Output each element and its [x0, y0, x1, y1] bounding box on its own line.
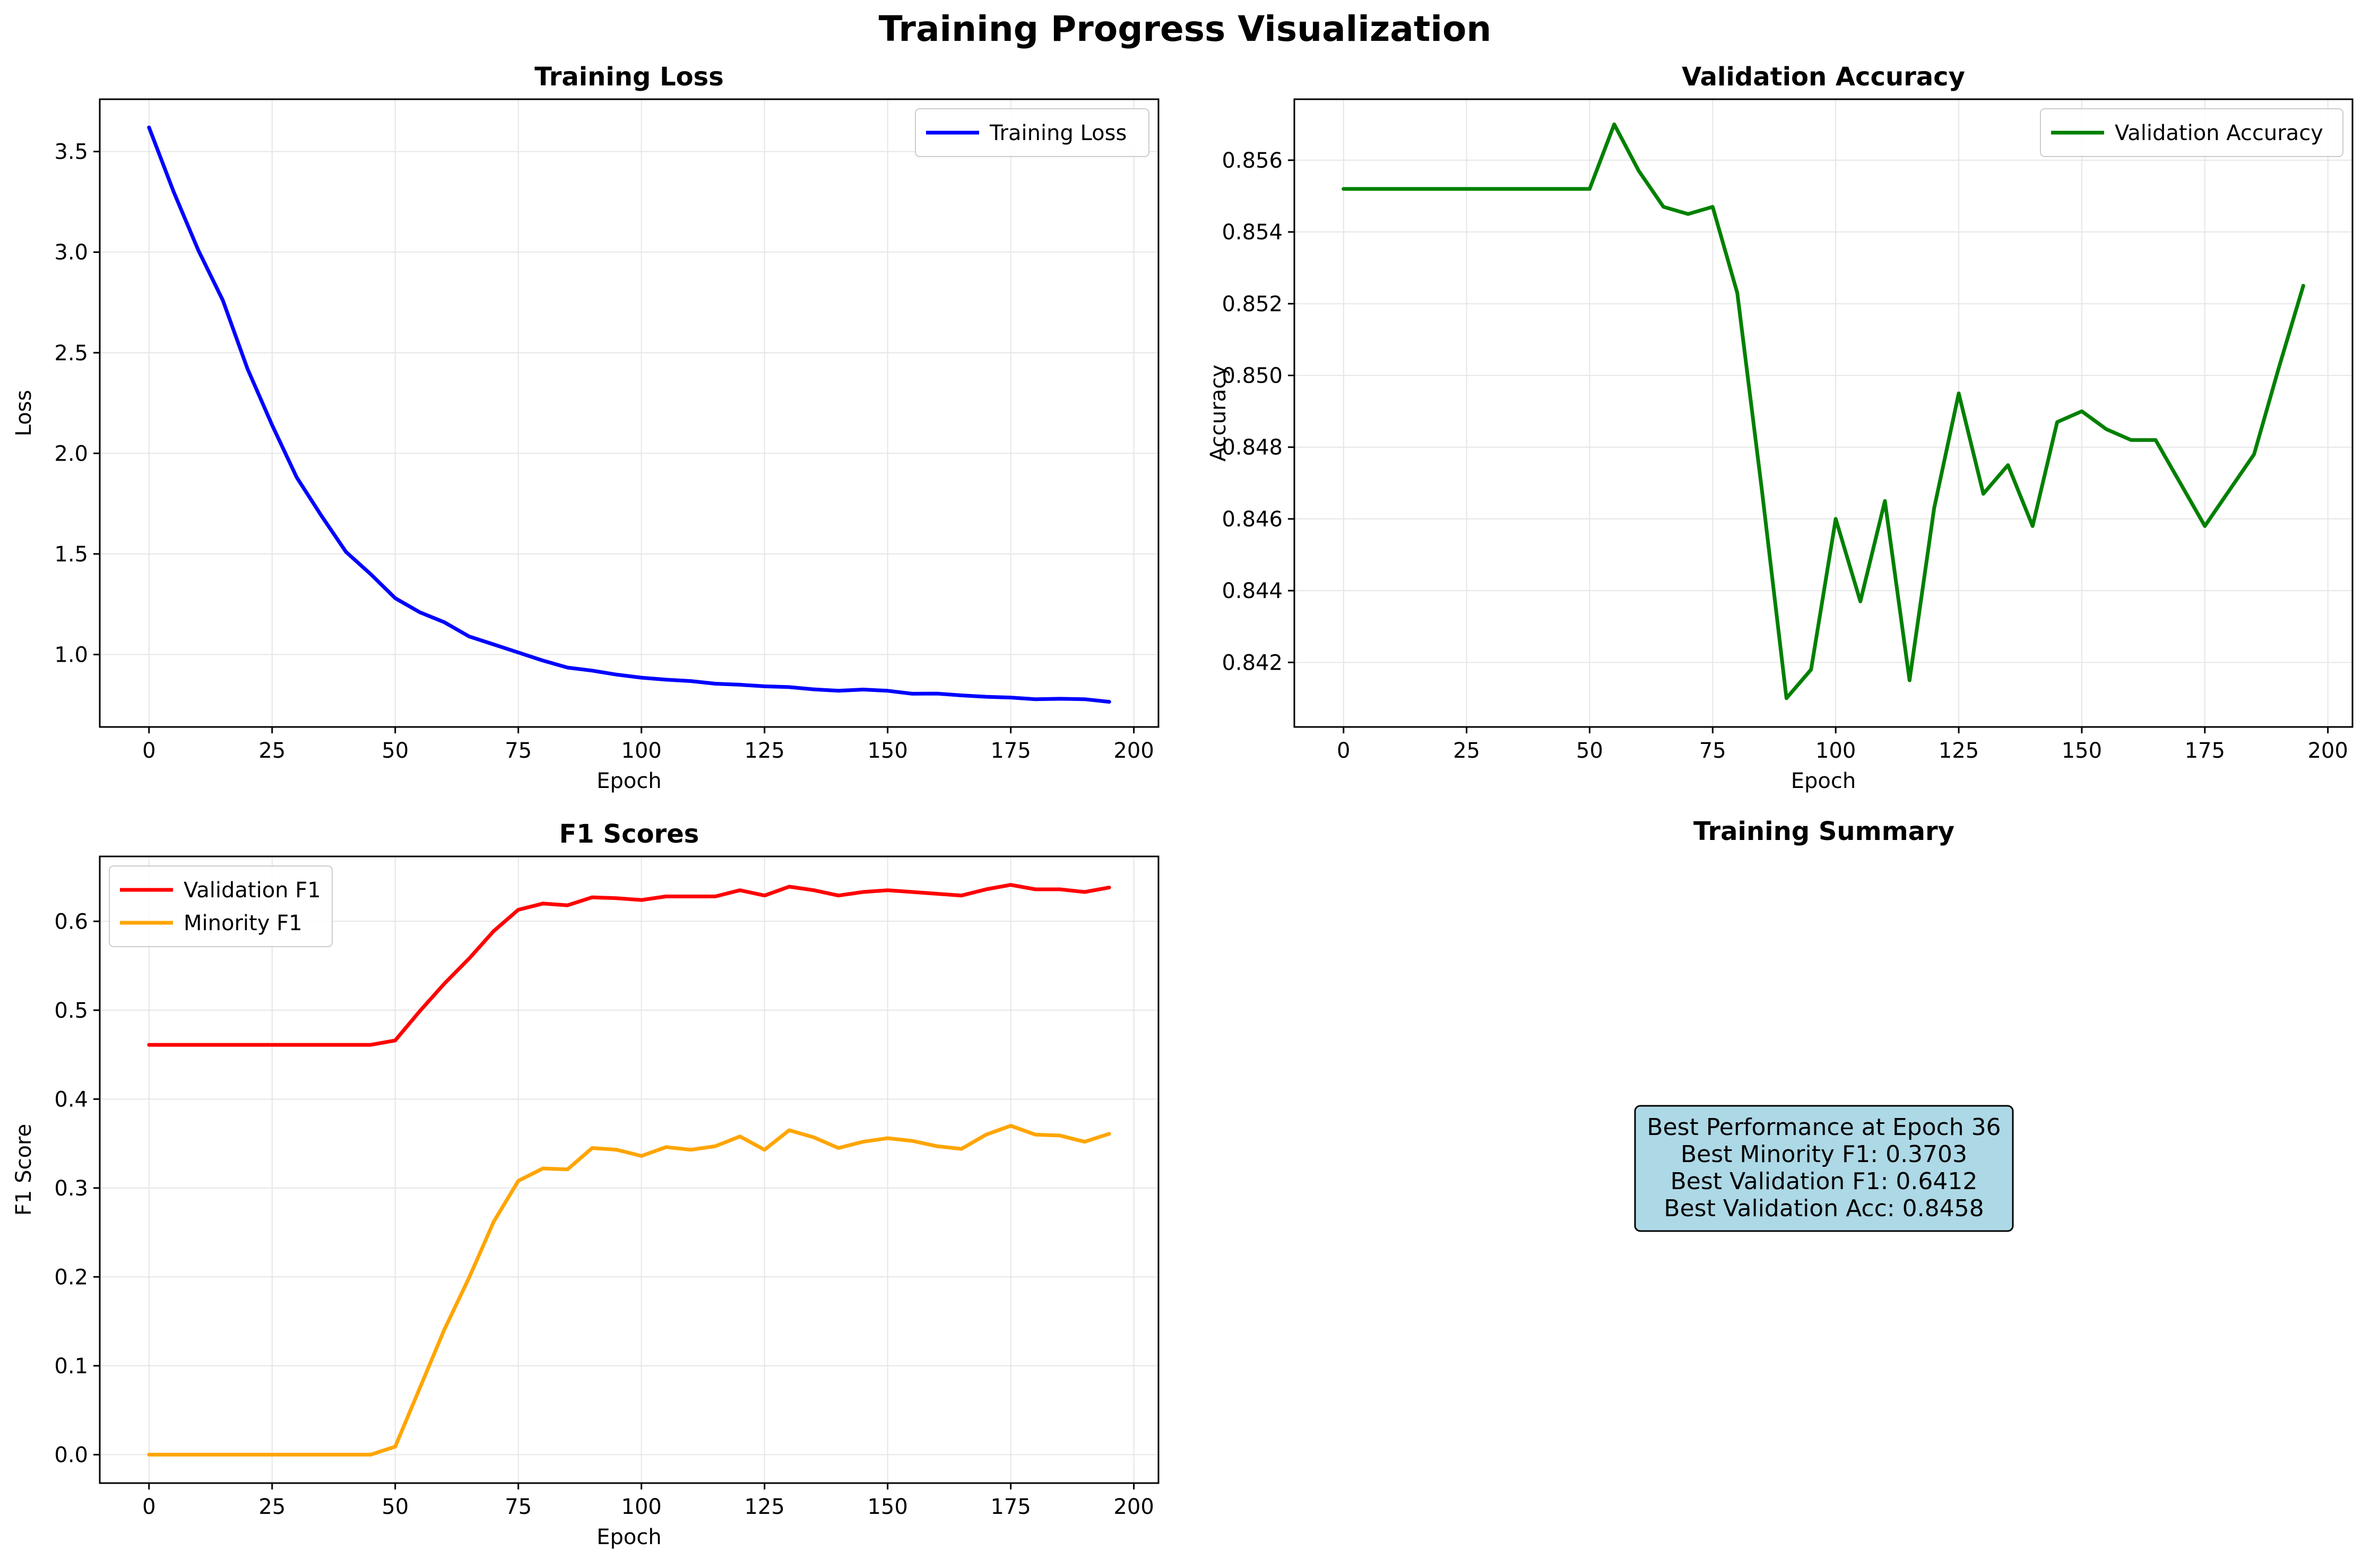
legend-box: [109, 865, 333, 947]
x-tick-label: 25: [258, 739, 286, 763]
y-tick-label: 0.3: [54, 1176, 88, 1201]
y-tick-label: 0.4: [54, 1087, 88, 1112]
panel-title: F1 Scores: [559, 819, 699, 849]
y-tick-label: 2.0: [54, 441, 88, 466]
x-tick-label: 200: [1113, 739, 1154, 763]
x-tick-label: 0: [142, 739, 155, 763]
legend-label: Training Loss: [989, 121, 1127, 145]
summary-line-2: Best Minority F1: 0.3703: [1681, 1141, 1967, 1168]
y-tick-label: 0.5: [54, 999, 88, 1023]
chart-panel-1: 0 25 50 75 100 125 150 175 200 1.0 1.5 2.0 2.5 3.0 3.5…: [12, 62, 1160, 793]
y-tick-label: 1.0: [54, 643, 88, 668]
x-tick-label: 200: [1113, 1495, 1154, 1519]
summary-title: Training Summary: [1693, 817, 1954, 846]
plot-frame: [99, 855, 1160, 1484]
y-tick-label: 0.854: [1222, 220, 1283, 245]
figure-title: Training Progress Visualization: [879, 8, 1492, 49]
y-tick-label: 1.5: [54, 542, 88, 567]
series-line-validation-accuracy: [1342, 122, 2305, 700]
legend-box: [915, 108, 1149, 157]
x-tick-label: 100: [621, 1495, 662, 1519]
legend-label: Validation F1: [184, 878, 321, 903]
y-tick-label: 3.5: [54, 140, 88, 164]
x-tick-label: 75: [505, 1495, 532, 1519]
x-tick-label: 125: [744, 1495, 784, 1519]
y-axis-label: Loss: [12, 390, 36, 437]
panel-title: Training Loss: [534, 62, 724, 92]
x-tick-label: 150: [867, 739, 907, 763]
x-tick-label: 175: [990, 1495, 1031, 1519]
series-line-validation-f1: [147, 883, 1111, 1047]
y-tick-label: 0.846: [1222, 507, 1283, 532]
legend-box: [2040, 108, 2343, 157]
x-axis-label: Epoch: [1791, 769, 1856, 793]
x-tick-label: 175: [990, 739, 1031, 763]
x-tick-label: 50: [1576, 739, 1603, 763]
x-tick-label: 125: [1939, 739, 1979, 763]
x-tick-label: 50: [382, 1495, 409, 1519]
x-tick-label: 75: [1699, 739, 1726, 763]
y-tick-label: 0.842: [1222, 651, 1283, 675]
legend: Validation Accuracy: [2040, 108, 2343, 157]
x-tick-label: 200: [2307, 739, 2348, 763]
y-tick-label: 0.852: [1222, 292, 1283, 316]
y-tick-label: 0.856: [1222, 149, 1283, 173]
x-tick-label: 25: [1453, 739, 1480, 763]
x-tick-label: 25: [258, 1495, 286, 1519]
y-axis-label: Accuracy: [1206, 365, 1231, 462]
x-tick-label: 0: [142, 1495, 155, 1519]
summary-line-1: Best Performance at Epoch 36: [1647, 1114, 2001, 1141]
legend: Validation F1 Minority F1: [109, 865, 333, 947]
y-tick-label: 3.0: [54, 240, 88, 265]
panels: 0 25 50 75 100 125 150 175 200 1.0 1.5 2.0 2.5 3.0 3.5…: [12, 62, 2354, 1549]
chart-panel-2: 0 25 50 75 100 125 150 175 200 0.842 0.844 0.846 0.8…: [1206, 62, 2354, 793]
x-axis-label: Epoch: [596, 769, 661, 793]
y-tick-label: 0.2: [54, 1265, 88, 1289]
summary-box: [1634, 1105, 2014, 1232]
y-tick-label: 0.844: [1222, 579, 1283, 603]
y-tick-label: 0.6: [54, 909, 88, 934]
plot-frame: [99, 98, 1160, 728]
summary-line-4: Best Validation Acc: 0.8458: [1664, 1195, 1984, 1222]
plot-frame: [1293, 98, 2354, 728]
y-axis-label: F1 Score: [12, 1124, 36, 1216]
legend-label: Validation Accuracy: [2115, 121, 2323, 145]
y-tick-label: 0.1: [54, 1354, 88, 1379]
y-tick-label: 0.0: [54, 1443, 88, 1467]
x-tick-label: 100: [621, 739, 662, 763]
series-line-training-loss: [147, 125, 1111, 704]
x-tick-label: 125: [744, 739, 784, 763]
y-tick-label: 0.850: [1222, 364, 1283, 388]
x-axis-label: Epoch: [596, 1525, 661, 1549]
legend-label: Minority F1: [184, 911, 302, 935]
x-tick-label: 150: [2062, 739, 2102, 763]
x-tick-label: 150: [867, 1495, 907, 1519]
chart-panel-3: 0 25 50 75 100 125 150 175 200 0.0 0.1 0.2 0.3 0.4 0.5…: [12, 819, 1160, 1549]
x-tick-label: 75: [505, 739, 532, 763]
x-tick-label: 175: [2185, 739, 2225, 763]
panel-title: Validation Accuracy: [1682, 62, 1965, 92]
x-tick-label: 50: [382, 739, 409, 763]
x-tick-label: 100: [1815, 739, 1856, 763]
summary-panel: Training Summary Best Performance at Epo…: [1634, 817, 2014, 1232]
summary-line-3: Best Validation F1: 0.6412: [1671, 1168, 1978, 1195]
y-tick-label: 0.848: [1222, 436, 1283, 460]
y-tick-label: 2.5: [54, 341, 88, 366]
x-tick-label: 0: [1337, 739, 1350, 763]
series-line-minority-f1: [147, 1124, 1111, 1457]
legend: Training Loss: [915, 108, 1149, 157]
